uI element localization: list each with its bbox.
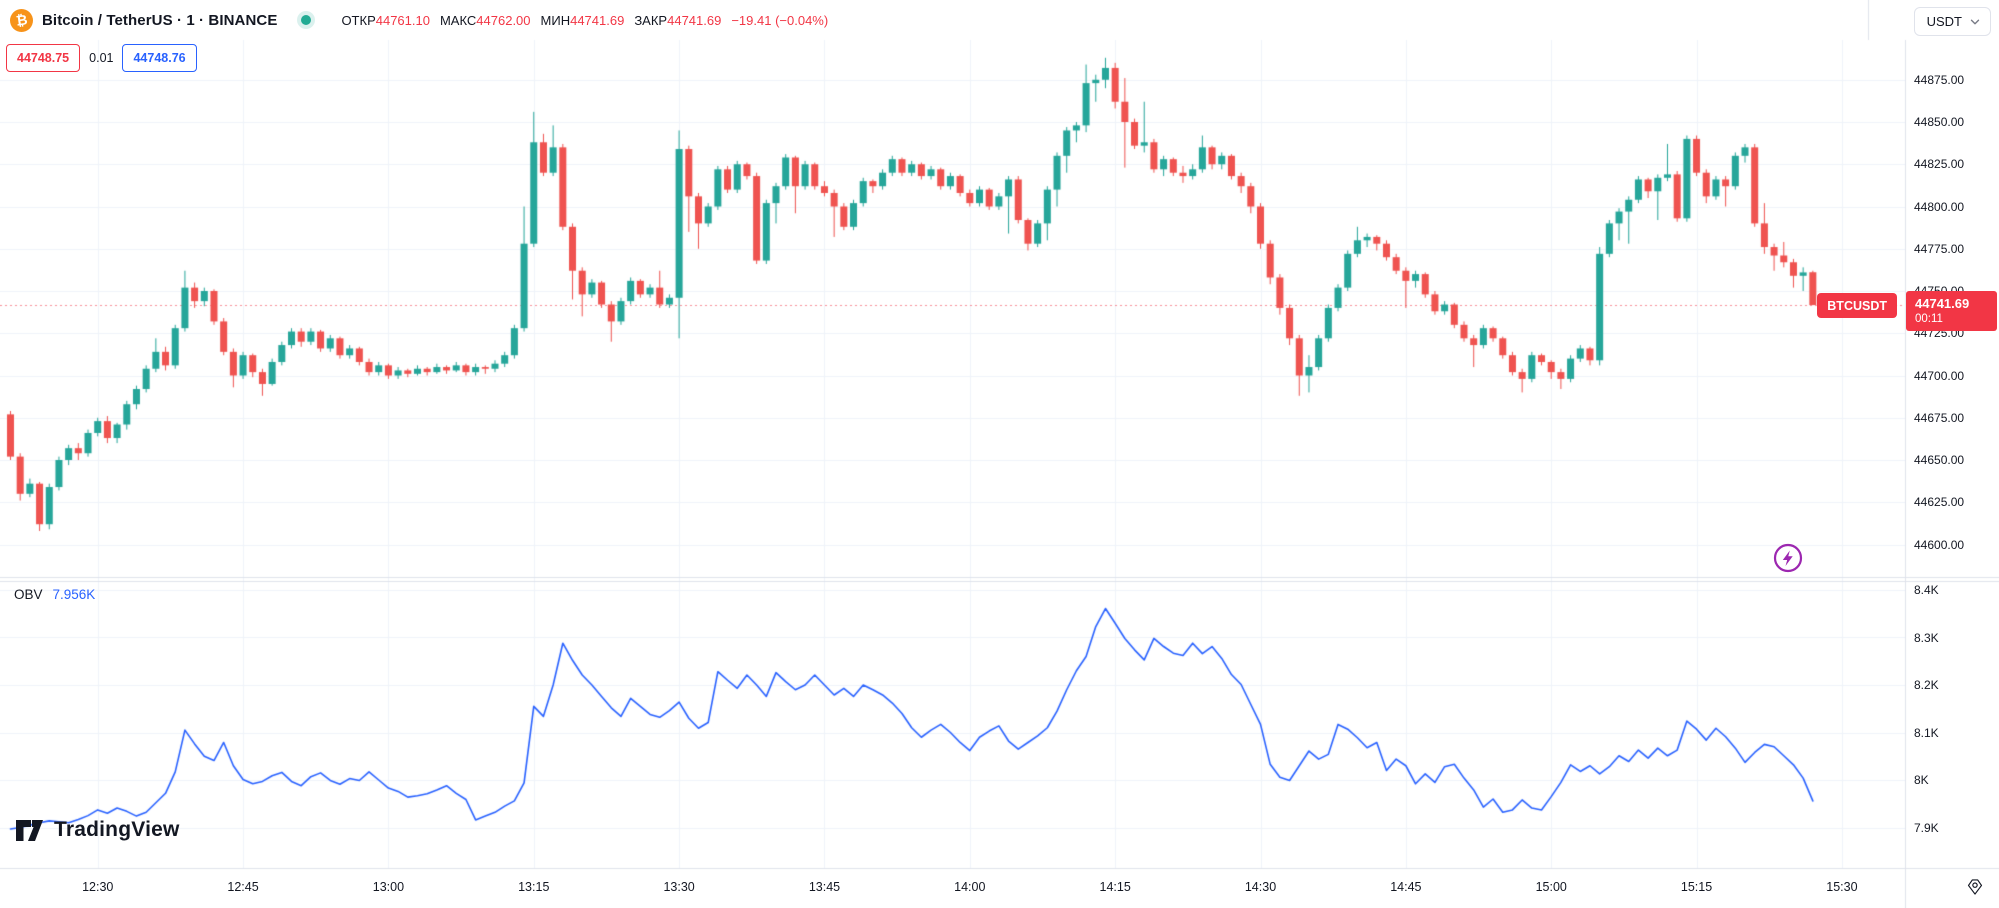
price-axis[interactable]: 44875.00 44850.00 44825.00 44800.00 44775.00… <box>1906 40 1999 868</box>
tradingview-logo-text: TradingView <box>54 818 180 841</box>
time-tick-label: 12:45 <box>227 880 259 894</box>
price-tick-label: 44675.00 <box>1914 410 1965 425</box>
open-value: 44761.10 <box>375 12 430 28</box>
obv-tick-label: 8.3K <box>1914 630 1939 645</box>
open-label: ОТКР <box>341 12 376 28</box>
price-tick-label: 44850.00 <box>1914 115 1965 129</box>
time-tick-label: 14:15 <box>1099 880 1131 894</box>
time-axis[interactable]: 12:30 12:45 13:00 13:15 13:30 13:45 14:00 14:15… <box>0 869 1999 908</box>
timezone-session-icon[interactable] <box>1965 877 1985 897</box>
low-value: 44741.69 <box>570 12 625 28</box>
indicator-value: 7.956K <box>52 587 96 602</box>
ohlc-readout: ОТКР44761.10 МАКС44762.00 МИН44741.69 ЗА… <box>341 13 828 28</box>
time-tick-label: 15:00 <box>1535 880 1567 894</box>
time-tick-label: 14:00 <box>954 880 986 894</box>
chart-header: ₿ Bitcoin / TetherUS · 1 · BINANCE ОТКР4… <box>0 0 1870 40</box>
price-tick-label: 44625.00 <box>1914 495 1965 510</box>
price-tick-label: 44650.00 <box>1914 453 1965 467</box>
market-status-icon[interactable] <box>301 15 312 25</box>
lightning-icon[interactable] <box>1772 542 1804 574</box>
price-tick-label: 44825.00 <box>1914 157 1965 172</box>
close-label: ЗАКР <box>634 12 668 28</box>
currency-label: USDT <box>1926 14 1962 29</box>
bar-countdown: 00:11 <box>1915 313 1943 325</box>
high-value: 44762.00 <box>476 12 531 28</box>
obv-tick-label: 8.4K <box>1914 583 1939 597</box>
close-value: 44741.69 <box>667 12 722 28</box>
time-tick-label: 15:15 <box>1680 880 1713 894</box>
sell-price-button[interactable]: 44748.75 <box>6 44 81 72</box>
price-change: −19.41 (−0.04%) <box>731 12 829 28</box>
time-tick-label: 12:30 <box>82 880 114 894</box>
bitcoin-icon: ₿ <box>10 8 33 32</box>
obv-tick-label: 8.2K <box>1914 678 1939 692</box>
time-tick-label: 13:30 <box>663 880 695 894</box>
spread-value: 0.01 <box>89 51 114 65</box>
price-tick-label: 44700.00 <box>1914 368 1965 383</box>
time-tick-label: 13:00 <box>372 880 405 894</box>
price-tick-label: 44875.00 <box>1914 72 1965 87</box>
time-tick-label: 14:45 <box>1390 880 1422 894</box>
time-tick-label: 15:30 <box>1826 880 1858 894</box>
chevron-down-icon <box>1970 19 1980 24</box>
tradingview-logo[interactable]: TradingView <box>14 817 180 843</box>
time-tick-label: 13:45 <box>808 880 841 894</box>
tradingview-logo-icon <box>16 820 43 841</box>
price-label-symbol: BTCUSDT <box>1817 293 1897 318</box>
currency-dropdown[interactable]: USDT <box>1913 7 1991 36</box>
time-tick-label: 14:30 <box>1244 880 1277 894</box>
buy-price-button[interactable]: 44748.76 <box>122 44 197 72</box>
obv-tick-label: 7.9K <box>1914 820 1939 835</box>
obv-tick-label: 8K <box>1914 773 1929 787</box>
price-tick-label: 44800.00 <box>1914 199 1965 214</box>
indicator-name[interactable]: OBV <box>14 587 43 602</box>
price-tick-label: 44600.00 <box>1914 537 1965 552</box>
time-tick-label: 13:15 <box>518 880 550 894</box>
obv-tick-label: 8.1K <box>1914 725 1939 740</box>
last-price-value: 44741.69 <box>1915 296 1970 311</box>
price-tick-label: 44775.00 <box>1914 241 1965 256</box>
high-label: МАКС <box>439 12 477 28</box>
trade-panel: 44748.75 0.01 44748.76 <box>6 44 197 72</box>
indicator-legend: OBV 7.956K <box>14 587 95 602</box>
low-label: МИН <box>540 12 571 28</box>
symbol-title[interactable]: Bitcoin / TetherUS · 1 · BINANCE <box>42 11 278 29</box>
last-price-badge: 44741.69 00:11 <box>1906 291 1997 331</box>
